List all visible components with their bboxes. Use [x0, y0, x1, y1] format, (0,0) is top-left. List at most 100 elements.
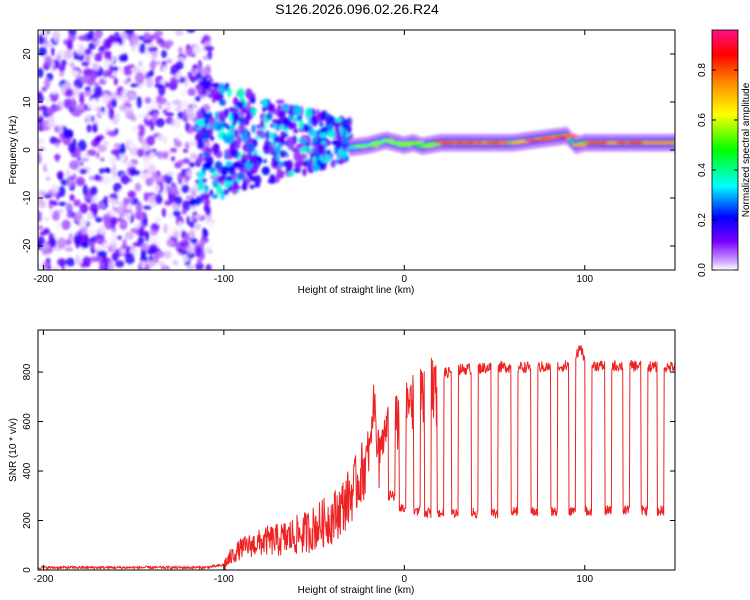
spectrogram-cell: [69, 62, 76, 68]
spectrogram-cell: [55, 119, 66, 127]
spectrogram-cell: [38, 106, 44, 111]
spectrogram-cell: [168, 192, 177, 204]
spectrogram-cell: [120, 217, 126, 227]
spectrogram-cell: [202, 55, 209, 61]
spectrogram-cell: [132, 66, 140, 74]
spectrogram-cell: [403, 141, 425, 145]
spectrogram-cell: [334, 117, 343, 123]
spectrogram-cell: [116, 235, 122, 241]
spectrogram-cell: [108, 198, 118, 204]
spectrogram-cell: [168, 184, 179, 195]
spectrogram-cell: [135, 201, 143, 213]
spectrogram-cell: [69, 194, 75, 202]
spectrogram-cell: [327, 117, 332, 126]
spectrogram-cell: [180, 100, 189, 108]
spectrogram-cell: [297, 160, 305, 167]
spectrogram-cell: [201, 77, 209, 89]
spectrogram-cell: [185, 121, 190, 132]
spectrogram-cell: [330, 159, 336, 168]
spectrogram-cell: [176, 132, 182, 142]
spectrogram-cell: [193, 222, 201, 231]
spectrogram-cell: [162, 66, 168, 77]
spectrogram-cell: [75, 132, 81, 138]
spectrogram-cell: [175, 60, 184, 70]
spectrogram-cell: [51, 210, 60, 221]
y-tick-label: 0: [22, 567, 33, 573]
spectrogram-cell: [165, 58, 173, 64]
spectrogram-cell: [155, 177, 161, 186]
spectrogram-cell: [50, 46, 55, 57]
spectrogram-cell: [68, 232, 73, 241]
spectrogram-cell: [337, 159, 344, 165]
spectrogram-cell: [353, 144, 370, 148]
spectrogram-cell: [38, 111, 42, 118]
spectrogram-cell: [130, 227, 140, 234]
spectrogram-cell: [302, 167, 307, 177]
spectrogram-cell: [201, 192, 211, 200]
spectrogram-cell: [144, 157, 151, 168]
spectrogram-cell: [66, 202, 72, 212]
spectrogram-cell: [134, 182, 142, 192]
spectrogram-cell: [142, 205, 152, 210]
spectrogram-cell: [155, 250, 165, 258]
spectrogram-cell: [161, 207, 167, 218]
spectrogram-cell: [102, 242, 109, 251]
spectrogram-cell: [102, 175, 112, 185]
spectrogram-cell: [58, 65, 66, 72]
spectrogram-cell: [118, 66, 124, 73]
spectrogram-cell: [164, 112, 175, 117]
spectrogram-cell: [137, 212, 145, 221]
spectrogram-cell: [371, 141, 385, 145]
spectrogram-cell: [168, 212, 173, 219]
spectrogram-cell: [63, 129, 73, 139]
spectrogram-cell: [75, 147, 82, 160]
spectrogram-cell: [336, 130, 341, 140]
spectrogram-cell: [462, 141, 477, 145]
spectrogram-cell: [277, 104, 282, 111]
spectrogram-cell: [171, 99, 182, 105]
spectrogram-cell: [179, 36, 184, 44]
spectrogram-cell: [157, 150, 163, 160]
spectrogram-cell: [95, 151, 100, 159]
spectrogram-cell: [130, 83, 139, 88]
spectrogram-cell: [99, 157, 105, 162]
spectrogram-cell: [326, 124, 334, 131]
spectrogram-cell: [342, 135, 349, 145]
spectrogram-cell: [318, 121, 324, 127]
spectrogram-cell: [98, 168, 105, 174]
spectrogram-cell: [181, 208, 187, 215]
spectrogram-cell: [320, 110, 328, 121]
spectrogram-cell: [251, 155, 258, 162]
spectrogram-cell: [90, 186, 98, 196]
spectrogram-cell: [138, 112, 145, 119]
spectrogram-cell: [292, 117, 299, 123]
spectrogram-cell: [117, 189, 124, 202]
spectrogram-cell: [275, 99, 285, 104]
spectrogram-cell: [145, 77, 154, 89]
spectrogram-cell: [524, 138, 542, 142]
spectrogram-cell: [162, 103, 171, 109]
spectrogram-cell: [155, 233, 161, 244]
y-tick-label: 400: [22, 462, 33, 479]
spectrogram-cell: [102, 214, 112, 224]
spectrogram-cell: [212, 143, 220, 154]
spectrogram-cell: [212, 94, 222, 101]
spectrogram-cell: [218, 110, 226, 120]
colorbar: 0.0 0.2 0.4 0.6 0.8 Normalized spectral ampl…: [697, 29, 750, 277]
spectrogram-cell: [175, 117, 181, 129]
spectrogram-cell: [81, 241, 89, 249]
spectrogram-cell: [201, 132, 210, 140]
spectrogram-cell: [278, 124, 286, 131]
spectrogram-cell: [189, 97, 195, 104]
spectrogram-cell: [103, 262, 109, 270]
spectrogram-cell: [193, 214, 203, 219]
spectrogram-cell: [108, 260, 115, 270]
spectrogram-cell: [146, 135, 155, 146]
spectrogram-cell: [148, 243, 158, 253]
spectrogram-cell: [55, 138, 62, 144]
spectrogram-cell: [149, 60, 157, 70]
spectrogram-cell: [94, 30, 103, 39]
spectrogram-cell: [47, 120, 57, 129]
spectrogram-cell: [100, 106, 105, 113]
